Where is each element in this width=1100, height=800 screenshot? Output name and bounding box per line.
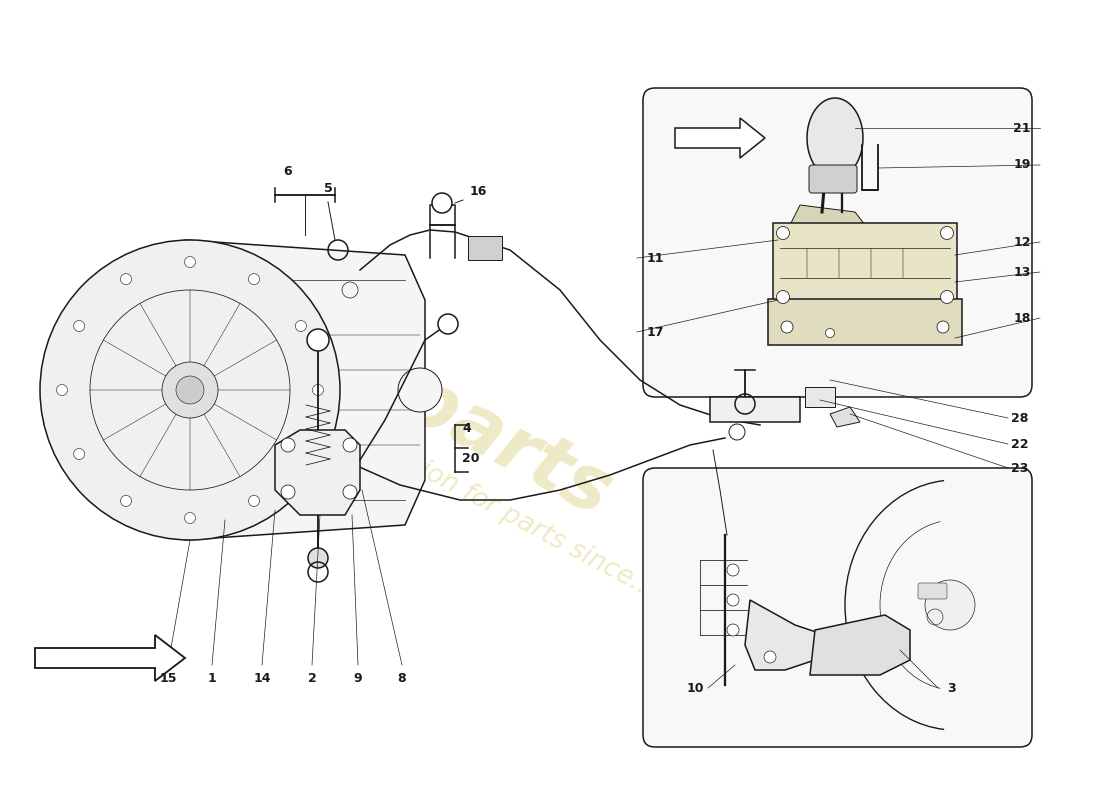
Polygon shape	[807, 98, 864, 178]
FancyBboxPatch shape	[768, 299, 962, 345]
FancyBboxPatch shape	[773, 223, 957, 307]
Text: 28: 28	[1011, 411, 1028, 425]
Polygon shape	[185, 240, 425, 540]
Circle shape	[727, 594, 739, 606]
Text: 18: 18	[1013, 311, 1031, 325]
Circle shape	[940, 290, 954, 303]
Circle shape	[74, 321, 85, 331]
Circle shape	[727, 564, 739, 576]
Polygon shape	[675, 118, 764, 158]
Circle shape	[312, 385, 323, 395]
Text: 13: 13	[1013, 266, 1031, 278]
Text: 22: 22	[1011, 438, 1028, 450]
Circle shape	[280, 438, 295, 452]
Circle shape	[121, 274, 132, 285]
FancyBboxPatch shape	[918, 583, 947, 599]
Text: 12: 12	[1013, 235, 1031, 249]
Circle shape	[176, 376, 204, 404]
Polygon shape	[790, 205, 865, 225]
Text: a passion for parts since...: a passion for parts since...	[340, 417, 660, 603]
Circle shape	[185, 513, 196, 523]
Text: 4: 4	[462, 422, 471, 434]
Circle shape	[121, 495, 132, 506]
Circle shape	[162, 362, 218, 418]
Polygon shape	[35, 635, 185, 681]
Circle shape	[937, 321, 949, 333]
Text: 17: 17	[647, 326, 663, 338]
Text: 19: 19	[1013, 158, 1031, 171]
Circle shape	[777, 290, 790, 303]
Circle shape	[343, 485, 358, 499]
Circle shape	[777, 226, 790, 239]
Polygon shape	[710, 397, 800, 422]
Circle shape	[398, 368, 442, 412]
Text: 1: 1	[208, 671, 217, 685]
Circle shape	[940, 226, 954, 239]
Text: 21: 21	[1013, 122, 1031, 134]
Circle shape	[74, 449, 85, 459]
Polygon shape	[275, 430, 360, 515]
Circle shape	[56, 385, 67, 395]
Text: europarts: europarts	[217, 268, 624, 532]
Circle shape	[781, 321, 793, 333]
FancyBboxPatch shape	[644, 88, 1032, 397]
Circle shape	[280, 485, 295, 499]
Circle shape	[40, 240, 340, 540]
Polygon shape	[745, 600, 825, 670]
Circle shape	[249, 274, 260, 285]
Circle shape	[925, 580, 975, 630]
Text: 6: 6	[284, 165, 293, 178]
Text: 20: 20	[462, 451, 480, 465]
Circle shape	[307, 329, 329, 351]
Text: 10: 10	[686, 682, 704, 694]
Circle shape	[727, 624, 739, 636]
Circle shape	[343, 438, 358, 452]
Polygon shape	[805, 387, 835, 407]
Text: 23: 23	[1011, 462, 1028, 474]
Circle shape	[249, 495, 260, 506]
Circle shape	[825, 329, 835, 338]
Text: 5: 5	[323, 182, 332, 195]
Circle shape	[432, 193, 452, 213]
Text: 14: 14	[253, 671, 271, 685]
Text: 11: 11	[647, 251, 663, 265]
Text: 9: 9	[354, 671, 362, 685]
FancyBboxPatch shape	[468, 236, 502, 260]
Circle shape	[308, 548, 328, 568]
FancyBboxPatch shape	[644, 468, 1032, 747]
Polygon shape	[830, 407, 860, 427]
Circle shape	[438, 314, 458, 334]
Text: 16: 16	[470, 185, 486, 198]
Circle shape	[729, 424, 745, 440]
FancyBboxPatch shape	[808, 165, 857, 193]
Text: 8: 8	[398, 671, 406, 685]
Circle shape	[185, 257, 196, 267]
Polygon shape	[810, 615, 910, 675]
Circle shape	[296, 321, 307, 331]
Text: 2: 2	[308, 671, 317, 685]
Circle shape	[296, 449, 307, 459]
Text: 15: 15	[160, 671, 177, 685]
Text: 3: 3	[948, 682, 956, 694]
Circle shape	[764, 651, 776, 663]
